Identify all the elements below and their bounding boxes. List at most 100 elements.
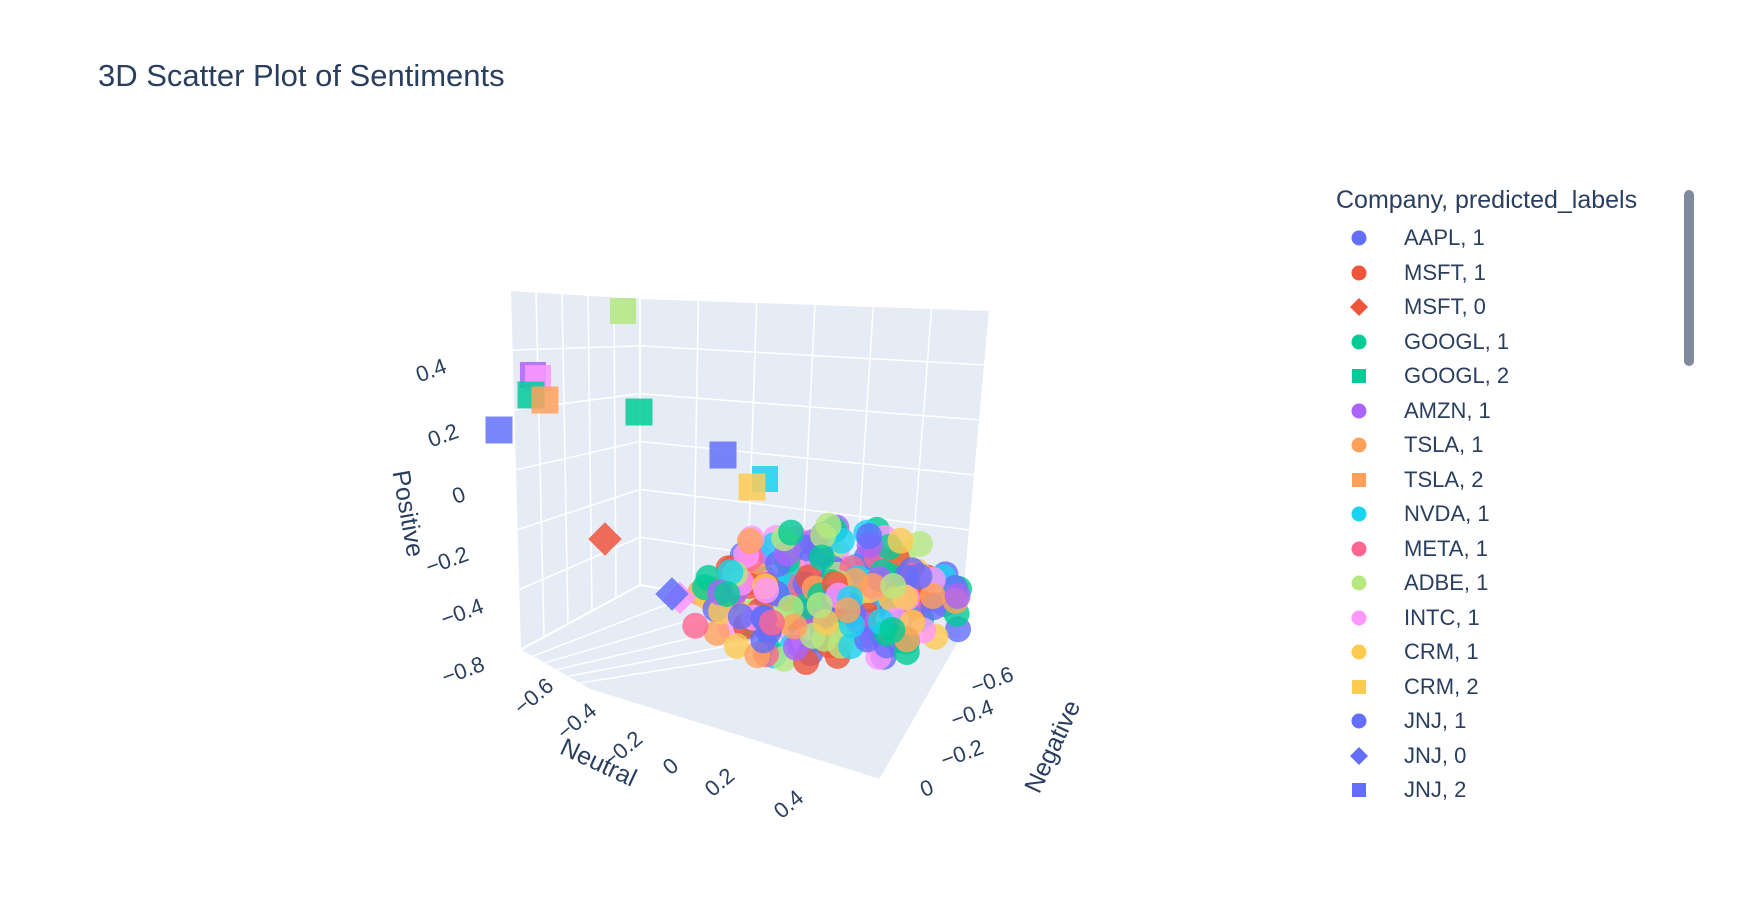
square-marker-icon — [1352, 472, 1366, 487]
outlier-points — [485, 298, 778, 615]
data-point-adbe-1 — [806, 592, 833, 619]
data-point-amzn-1 — [944, 583, 971, 610]
x-tick-label: 0.2 — [700, 763, 740, 802]
point-cluster — [682, 512, 972, 675]
legend-label: AMZN, 1 — [1404, 397, 1491, 423]
y-axis-title: Negative — [1019, 696, 1086, 797]
data-point-crm-1 — [723, 633, 750, 660]
diamond-marker-icon — [1350, 298, 1368, 317]
legend-item-googl-2[interactable]: GOOGL, 2 — [1336, 359, 1696, 394]
z-tick-label: −0.4 — [437, 593, 486, 631]
legend-item-googl-1[interactable]: GOOGL, 1 — [1336, 325, 1696, 360]
data-point-jnj-2 — [485, 416, 513, 444]
z-tick-label: 0 — [449, 481, 469, 509]
z-tick-label: 0.2 — [424, 418, 461, 452]
circle-marker-icon — [1351, 403, 1367, 419]
legend-label: MSFT, 0 — [1404, 294, 1486, 320]
data-point-tsla-2 — [531, 386, 559, 414]
legend[interactable]: Company, predicted_labels AAPL, 1 MSFT, 1… — [1336, 186, 1696, 816]
data-point-meta-1 — [758, 609, 785, 636]
circle-marker-icon — [1351, 610, 1367, 626]
legend-item-jnj-1[interactable]: JNJ, 1 — [1336, 704, 1696, 739]
legend-item-msft-0[interactable]: MSFT, 0 — [1336, 290, 1696, 325]
legend-items: AAPL, 1 MSFT, 1 MSFT, 0 GOOGL, 1 GOOGL, 2 AMZ… — [1336, 221, 1696, 808]
y-tick-label: −0.6 — [967, 661, 1016, 699]
x-tick-label: −0.6 — [509, 673, 558, 720]
data-point-intc-1 — [753, 577, 780, 604]
legend-item-crm-1[interactable]: CRM, 1 — [1336, 635, 1696, 670]
legend-item-jnj-0[interactable]: JNJ, 0 — [1336, 739, 1696, 774]
legend-item-jnj-2[interactable]: JNJ, 2 — [1336, 773, 1696, 808]
legend-item-tsla-2[interactable]: TSLA, 2 — [1336, 463, 1696, 498]
grid-line-left — [587, 294, 593, 612]
circle-marker-icon — [1351, 437, 1367, 453]
y-tick-label: −0.2 — [937, 734, 986, 772]
scatter3d-plot[interactable]: −0.8−0.4−0.200.20.4−0.6−0.4−0.2 0 0.20.4 0−… — [0, 0, 1330, 904]
data-point-googl-1 — [714, 580, 741, 607]
legend-label: GOOGL, 1 — [1404, 328, 1510, 354]
data-point-googl-1 — [778, 519, 805, 546]
circle-marker-icon — [1351, 541, 1367, 557]
y-tick-label: 0 — [917, 774, 937, 802]
legend-item-meta-1[interactable]: META, 1 — [1336, 532, 1696, 567]
data-point-outlier — [610, 298, 636, 324]
grid-line-left — [613, 296, 617, 599]
plot-scene: −0.8−0.4−0.200.20.4−0.6−0.4−0.2 0 0.20.4 0−… — [386, 288, 1086, 823]
data-point-tsla-1 — [736, 528, 763, 555]
data-point-tsla-1 — [781, 613, 808, 640]
z-tick-label: 0.4 — [412, 353, 449, 387]
data-point-tsla-1 — [859, 573, 886, 600]
square-marker-icon — [1352, 369, 1366, 384]
data-point-googl-1 — [879, 617, 906, 644]
circle-marker-icon — [1351, 713, 1367, 729]
legend-label: JNJ, 0 — [1404, 742, 1467, 768]
legend-scrollbar[interactable] — [1684, 190, 1694, 366]
legend-item-crm-2[interactable]: CRM, 2 — [1336, 670, 1696, 705]
data-point-adbe-1 — [815, 512, 842, 539]
circle-marker-icon — [1351, 575, 1367, 591]
legend-label: AAPL, 1 — [1404, 225, 1485, 251]
chart-title: 3D Scatter Plot of Sentiments — [98, 58, 505, 93]
data-point-googl-1 — [808, 544, 835, 571]
data-point-jnj-0 — [655, 577, 689, 611]
x-tick-label: 0 — [658, 753, 683, 780]
data-point-adbe-1 — [880, 572, 907, 599]
y-tick-label: −0.4 — [947, 694, 996, 732]
data-point-aapl-1 — [727, 603, 754, 630]
legend-item-msft-1[interactable]: MSFT, 1 — [1336, 256, 1696, 291]
data-point-msft-0 — [588, 522, 622, 556]
circle-marker-icon — [1351, 506, 1367, 522]
legend-item-nvda-1[interactable]: NVDA, 1 — [1336, 497, 1696, 532]
legend-item-intc-1[interactable]: INTC, 1 — [1336, 601, 1696, 636]
legend-title: Company, predicted_labels — [1336, 186, 1638, 214]
legend-item-aapl-1[interactable]: AAPL, 1 — [1336, 221, 1696, 256]
z-tick-label: −0.8 — [438, 651, 487, 689]
data-point-tsla-1 — [919, 583, 946, 610]
legend-label: TSLA, 1 — [1404, 432, 1484, 458]
data-point-meta-1 — [682, 612, 709, 639]
circle-marker-icon — [1351, 230, 1367, 246]
grid-line-left — [561, 293, 569, 625]
legend-item-adbe-1[interactable]: ADBE, 1 — [1336, 566, 1696, 601]
legend-label: TSLA, 2 — [1404, 466, 1484, 492]
circle-marker-icon — [1351, 334, 1367, 350]
legend-label: JNJ, 2 — [1404, 777, 1467, 803]
data-point-googl-2 — [625, 398, 653, 426]
legend-label: NVDA, 1 — [1404, 501, 1490, 527]
data-point-jnj-1 — [906, 563, 933, 590]
legend-item-tsla-1[interactable]: TSLA, 1 — [1336, 428, 1696, 463]
square-marker-icon — [1352, 679, 1366, 694]
z-tick-label: −0.2 — [422, 541, 471, 579]
legend-label: CRM, 1 — [1404, 639, 1479, 665]
data-point-tsla-1 — [703, 619, 730, 646]
data-point-aapl-1 — [856, 522, 883, 549]
data-point-crm-1 — [887, 527, 914, 554]
data-point-jnj-2 — [709, 441, 737, 469]
legend-label: CRM, 2 — [1404, 673, 1479, 699]
legend-item-amzn-1[interactable]: AMZN, 1 — [1336, 394, 1696, 429]
legend-label: INTC, 1 — [1404, 604, 1480, 630]
legend-label: META, 1 — [1404, 535, 1488, 561]
data-point-nvda-1 — [717, 559, 744, 586]
circle-marker-icon — [1351, 644, 1367, 660]
legend-label: ADBE, 1 — [1404, 570, 1489, 596]
